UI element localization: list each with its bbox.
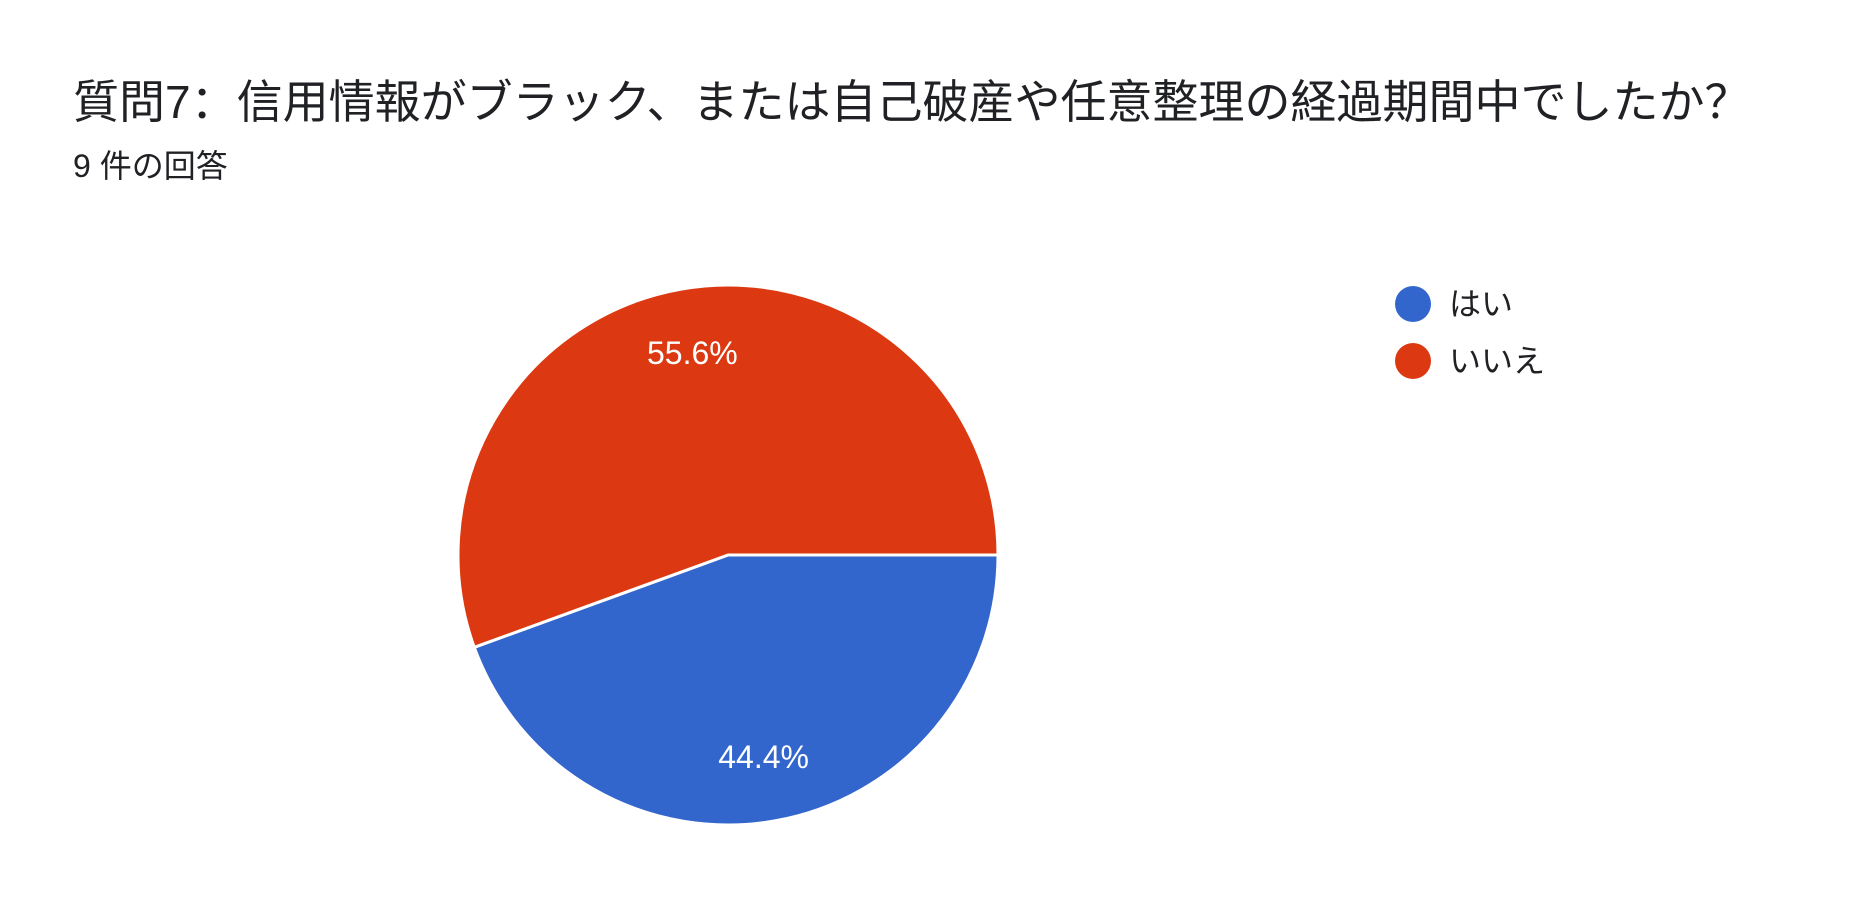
legend-label-no: いいえ [1449, 342, 1546, 379]
pie-slice-labels: 44.4% 55.6% [647, 335, 809, 775]
pie-slices [456, 283, 1000, 827]
chart-title: 質問7：信用情報がブラック、または自己破産や任意整理の経過期間中でしたか？ [73, 76, 1751, 128]
response-count: 9 件の回答 [73, 148, 228, 184]
slice-label-yes: 44.4% [718, 739, 809, 775]
legend-swatch-yes [1395, 285, 1431, 322]
legend-item-no[interactable]: いいえ [1395, 332, 1545, 389]
pie-slice-yes[interactable] [472, 553, 1000, 827]
legend-label-yes: はい [1449, 285, 1514, 322]
legend-item-yes[interactable]: はい [1395, 275, 1545, 332]
pie-slice-no[interactable] [456, 283, 1000, 650]
legend: はい いいえ [1395, 275, 1545, 389]
legend-swatch-no [1395, 342, 1431, 379]
slice-label-no: 55.6% [647, 335, 738, 371]
